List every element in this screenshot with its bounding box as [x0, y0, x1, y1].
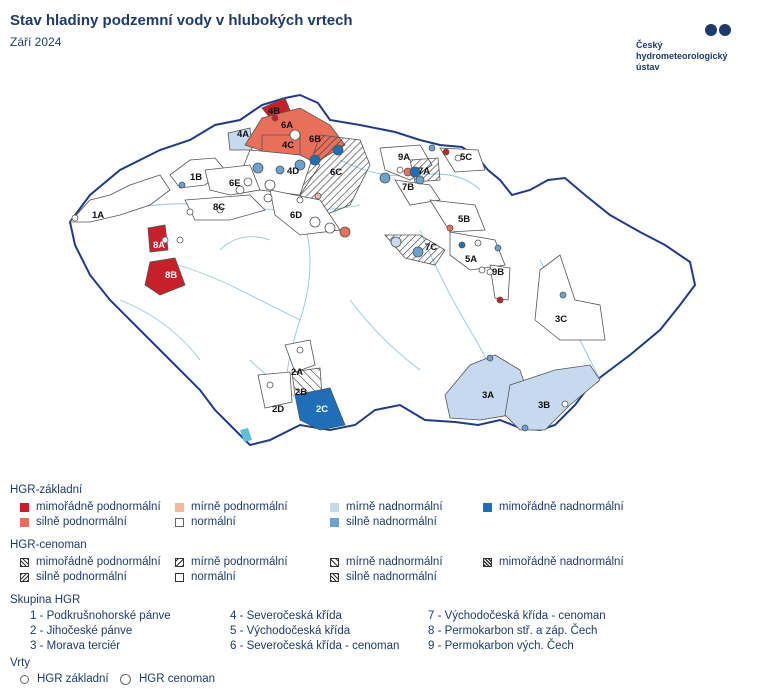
swatch-mimoradne-nadnormalni: [483, 503, 492, 512]
legend-item: mimořádně podnormální: [20, 501, 161, 513]
swatch-silne-nadnormalni: [330, 518, 339, 527]
group-item: 6 - Severočeská křída - cenoman: [230, 640, 399, 652]
group-item: 2 - Jihočeské pánve: [30, 625, 132, 637]
hatch-swatch: [20, 573, 29, 582]
region-label: 4A: [237, 129, 249, 140]
legend-heading-zakladni: HGR-základní: [10, 484, 82, 496]
legend-item: mírně nadnormální: [330, 556, 443, 568]
legend-item: mimořádně nadnormální: [483, 501, 624, 513]
group-item: 7 - Východočeská křída - cenoman: [428, 610, 606, 622]
swatch-mirne-nadnormalni: [330, 503, 339, 512]
legend-item: mírně podnormální: [175, 501, 288, 513]
region-label: 6D: [290, 210, 302, 221]
region-label: 2C: [316, 404, 328, 415]
region-label: 8A: [153, 240, 165, 251]
group-item: 3 - Morava terciér: [30, 640, 120, 652]
page-title: Stav hladiny podzemní vody v hlubokých v…: [10, 12, 353, 29]
swatch-mirne-podnormalni: [175, 503, 184, 512]
region-label: 7A: [418, 166, 430, 177]
legend-item: HGR cenoman: [120, 673, 215, 685]
group-item: 9 - Permokarbon vých. Čech: [428, 640, 574, 652]
region-label: 1B: [190, 172, 202, 183]
legend-heading-skupina: Skupina HGR: [10, 594, 80, 606]
large-circle-icon: [120, 674, 131, 685]
group-item: 5 - Východočeská křída: [230, 625, 350, 637]
legend-item: mimořádně podnormální: [20, 556, 161, 568]
legend-item: silně nadnormální: [330, 516, 437, 528]
legend-item: silně nadnormální: [330, 571, 437, 583]
hatch-swatch: [175, 573, 184, 582]
region-label: 5B: [458, 214, 470, 225]
legend-item: mírně podnormální: [175, 556, 288, 568]
region-label: 7B: [402, 182, 414, 193]
legend-item: silně podnormální: [20, 571, 127, 583]
region-label: 4D: [287, 166, 299, 177]
groundwater-map: 1A 1B 2A 2B 2C 2D 3A 3B 3C 4A 4B 4C 4D 5…: [0, 60, 760, 460]
region-label: 5A: [465, 254, 477, 265]
region-label: 6A: [281, 120, 293, 131]
swatch-mimoradne-podnormalni: [20, 503, 29, 512]
legend-item: mírně nadnormální: [330, 501, 443, 513]
region-label: 6C: [330, 167, 342, 178]
hatch-swatch: [175, 558, 184, 567]
small-circle-icon: [20, 675, 29, 684]
group-item: 1 - Podkrušnohorské pánve: [30, 610, 171, 622]
region-label: 6E: [229, 178, 241, 189]
group-item: 4 - Severočeská křída: [230, 610, 342, 622]
region-label: 2D: [272, 404, 284, 415]
region-label: 8B: [165, 270, 177, 281]
region-label: 7C: [425, 242, 437, 253]
page-subtitle: Září 2024: [10, 35, 61, 49]
hatch-swatch: [20, 558, 29, 567]
hatch-swatch: [483, 558, 492, 567]
legend-heading-vrty: Vrty: [10, 657, 30, 669]
region-label: 9A: [398, 152, 410, 163]
swatch-silne-podnormalni: [20, 518, 29, 527]
region-label: 1A: [92, 210, 104, 221]
swatch-normalni: [175, 518, 184, 527]
region-label: 3B: [538, 400, 550, 411]
hatch-swatch: [330, 558, 339, 567]
region-label: 4B: [268, 106, 280, 117]
region-label: 2B: [295, 387, 307, 398]
legend-item: normální: [175, 571, 236, 583]
region-label: 3C: [555, 314, 567, 325]
chmi-logo-icon: [705, 22, 756, 38]
hatch-swatch: [330, 573, 339, 582]
region-label: 3A: [482, 390, 494, 401]
legend-item: normální: [175, 516, 236, 528]
group-item: 8 - Permokarbon stř. a záp. Čech: [428, 625, 597, 637]
legend-heading-cenoman: HGR-cenoman: [10, 539, 87, 551]
region-label: 2A: [291, 367, 303, 378]
region-label: 5C: [460, 152, 472, 163]
legend-item: HGR základní: [20, 673, 109, 685]
region-label: 6B: [309, 134, 321, 145]
region-label: 4C: [282, 140, 294, 151]
region-label: 9B: [492, 267, 504, 278]
legend-item: mimořádně nadnormální: [483, 556, 624, 568]
region-label: 8C: [213, 202, 225, 213]
legend-item: silně podnormální: [20, 516, 127, 528]
